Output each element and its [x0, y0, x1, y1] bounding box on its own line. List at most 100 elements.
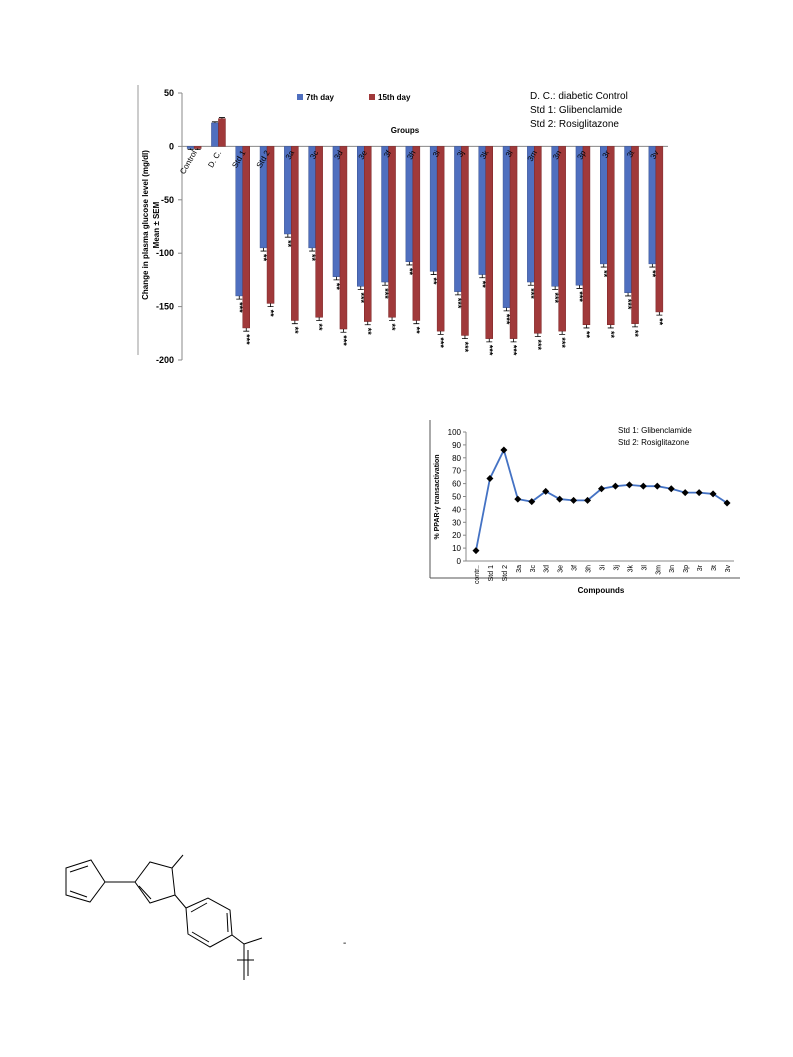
- error-bar: [607, 324, 614, 329]
- bar: [551, 146, 559, 287]
- bar: [412, 146, 421, 321]
- error-bar: [632, 323, 639, 328]
- bar: [266, 146, 275, 304]
- x-tick-label: Control: [178, 149, 199, 176]
- significance-label: ***: [557, 337, 567, 348]
- significance-label: **: [411, 327, 421, 335]
- line-chart: 0 10 20 30 40 50 60 70 80 90 100 % PPAR-γ transacti…: [434, 426, 734, 595]
- legend-swatch: [369, 94, 375, 100]
- bar: [357, 146, 365, 287]
- y-tick-label: -150: [156, 302, 174, 312]
- legend-label: 7th day: [306, 93, 335, 102]
- error-bar: [316, 317, 323, 321]
- significance-label: **: [283, 240, 293, 248]
- significance-label: ***: [380, 288, 390, 299]
- bar: [218, 118, 226, 147]
- error-bar: [309, 247, 316, 252]
- bar: [509, 146, 518, 339]
- error-bar: [534, 333, 541, 337]
- bar: [332, 146, 341, 277]
- error-bar: [600, 263, 607, 268]
- x-tick-label: 3l: [641, 565, 648, 571]
- x-tick-label: contr..: [474, 565, 481, 584]
- significance-label: **: [290, 327, 300, 335]
- x-tick-label: 3l: [504, 149, 515, 159]
- error-bar: [236, 295, 243, 300]
- x-tick-label: 3r: [601, 149, 613, 160]
- bar: [429, 146, 438, 272]
- y-tick-label: 80: [452, 454, 461, 463]
- error-bar: [243, 327, 250, 332]
- error-bar: [430, 271, 437, 275]
- annotation: Std 1: Glibenclamide: [618, 426, 692, 435]
- x-tick-label: 3p: [683, 565, 690, 573]
- y-axis-label: Mean ± SEM: [152, 201, 161, 248]
- bar: [436, 146, 445, 332]
- marker: [723, 499, 731, 507]
- significance-label: ***: [484, 345, 494, 356]
- error-bar: [625, 292, 632, 297]
- marker: [570, 496, 578, 504]
- significance-label: ***: [356, 293, 366, 304]
- error-bar: [649, 263, 656, 268]
- y-tick-label: 50: [164, 88, 174, 98]
- marker: [542, 487, 550, 495]
- marker: [486, 474, 494, 482]
- x-tick-label: 3t: [711, 565, 718, 571]
- significance-label: **: [606, 331, 616, 339]
- x-tick-label: D. C.: [206, 149, 223, 169]
- y-tick-label: 100: [448, 428, 462, 437]
- y-axis-label: Change in plasma glucose level (mg/dl): [141, 150, 150, 300]
- significance-label: **: [314, 323, 324, 331]
- x-tick-label: 3j: [613, 565, 620, 571]
- bar: [291, 146, 299, 321]
- error-bar: [284, 233, 291, 238]
- error-bar: [406, 261, 413, 266]
- error-bar: [218, 117, 225, 119]
- chemical-structure: [65, 854, 263, 980]
- error-bar: [552, 286, 559, 290]
- bar: [534, 146, 542, 334]
- error-bar: [340, 329, 347, 333]
- error-bar: [291, 320, 298, 325]
- bar: [648, 146, 657, 265]
- error-bar: [357, 286, 364, 290]
- annotation: D. C.: diabetic Control: [530, 91, 628, 102]
- marker: [709, 490, 717, 498]
- significance-label: **: [647, 270, 657, 278]
- x-tick-label: 3v: [649, 149, 661, 161]
- y-tick-label: 20: [452, 531, 461, 540]
- error-bar: [364, 321, 371, 326]
- y-tick-label: 50: [452, 493, 461, 502]
- marker: [611, 482, 619, 490]
- marker: [639, 482, 647, 490]
- bar: [607, 146, 615, 326]
- x-tick-label: 3j: [455, 149, 466, 159]
- bar: [502, 146, 511, 308]
- y-tick-label: -50: [161, 195, 174, 205]
- error-bar: [656, 311, 663, 316]
- y-axis-label: % PPAR-γ transactivation: [434, 454, 441, 539]
- marker: [667, 485, 675, 493]
- significance-label: ***: [533, 340, 543, 351]
- bar: [558, 146, 566, 332]
- bar: [405, 146, 414, 262]
- significance-label: ***: [338, 335, 348, 346]
- significance-label: ***: [550, 293, 560, 304]
- significance-label: ***: [526, 288, 536, 299]
- error-bar: [413, 320, 420, 325]
- x-tick-label: 3i: [431, 149, 442, 159]
- marker: [500, 446, 508, 454]
- significance-label: ***: [509, 345, 519, 356]
- ring: [65, 859, 106, 903]
- significance-label: **: [630, 330, 640, 338]
- bar: [527, 146, 535, 283]
- error-bar: [510, 338, 517, 343]
- marker: [695, 489, 703, 497]
- significance-label: ***: [234, 302, 244, 313]
- x-tick-label: 3i: [600, 565, 607, 571]
- bar: [461, 146, 469, 336]
- x-tick-label: 3c: [308, 149, 320, 161]
- annotation: Std 2: Rosiglitazone: [530, 119, 619, 130]
- x-tick-label: 3m: [655, 565, 662, 575]
